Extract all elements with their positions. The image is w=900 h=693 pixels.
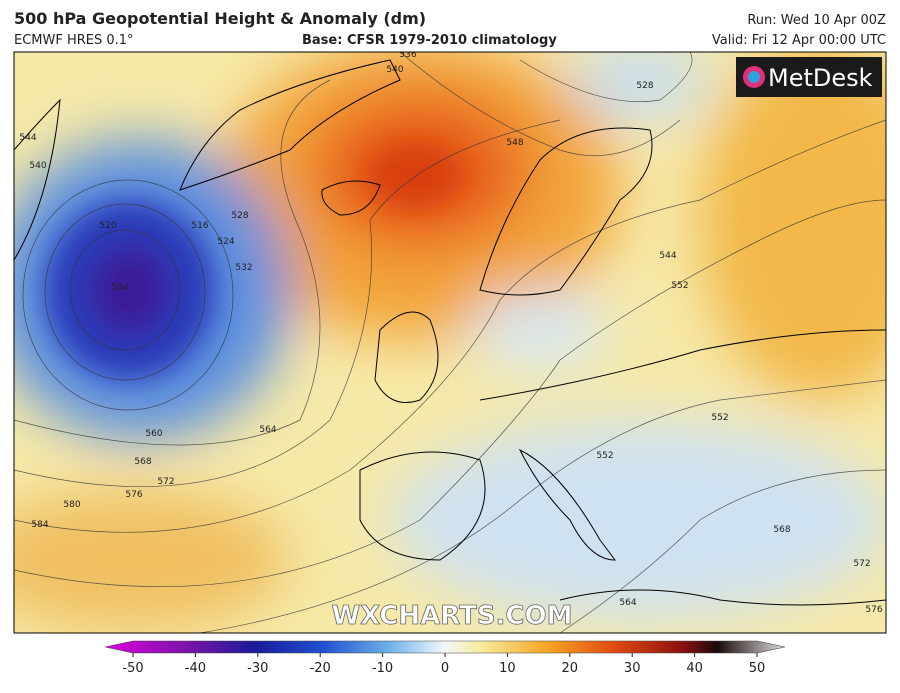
contour-label: 560 [145, 429, 162, 439]
valid: Valid: Fri 12 Apr 00:00 UTC [712, 33, 886, 48]
colorbar-bar [104, 640, 786, 654]
title: 500 hPa Geopotential Height & Anomaly (d… [14, 9, 426, 28]
logo: MetDesk [768, 64, 873, 92]
colorbar-tick-label: -50 [122, 661, 143, 676]
colorbar-tick-label: -10 [372, 661, 393, 676]
contours [14, 52, 886, 633]
colorbar-tick-label: -40 [185, 661, 206, 676]
contour-label: 504 [111, 283, 128, 293]
contour-label: 540 [29, 161, 46, 171]
watermark: WXCHARTS.COM [331, 601, 572, 631]
contour-label: 584 [31, 520, 48, 530]
colorbar: -50 -40 -30 -20 -10 0 10 20 30 40 50 [104, 640, 786, 676]
colorbar-tick-label: 10 [499, 661, 516, 676]
colorbar-tick-label: 0 [441, 661, 449, 676]
contour-label: 564 [619, 598, 636, 608]
contour-label: 552 [711, 413, 728, 423]
run: Run: Wed 10 Apr 00Z [747, 13, 886, 28]
base: Base: CFSR 1979-2010 climatology [302, 33, 557, 48]
contour-label: 528 [636, 81, 653, 91]
colorbar-tick-label: 50 [749, 661, 766, 676]
contour-label: 568 [134, 457, 151, 467]
contour-label: 552 [671, 281, 688, 291]
contour-label: 520 [99, 221, 116, 231]
contour-label: 552 [596, 451, 613, 461]
header: 500 hPa Geopotential Height & Anomaly (d… [14, 9, 886, 48]
colorbar-tick-label: -20 [310, 661, 331, 676]
colorbar-tick-label: 20 [562, 661, 579, 676]
contour-label: 516 [191, 221, 208, 231]
contour-label: 572 [853, 559, 870, 569]
contour-label: 576 [865, 605, 882, 615]
contour-label: 528 [231, 211, 248, 221]
contour-labels: 544 540 520 516 524 528 532 504 560 564 568 572 576 5… [19, 50, 882, 615]
contour-label: 568 [773, 525, 790, 535]
contour-label: 536 [399, 50, 416, 60]
contour-label: 548 [506, 138, 523, 148]
contour-label: 564 [259, 425, 276, 435]
contour-label: 572 [157, 477, 174, 487]
colorbar-tick-label: -30 [247, 661, 268, 676]
contour-label: 540 [386, 65, 403, 75]
contour-label: 532 [235, 263, 252, 273]
colorbar-tick-label: 30 [624, 661, 641, 676]
contour-label: 524 [217, 237, 234, 247]
contour-label: 580 [63, 500, 80, 510]
contour-label: 544 [659, 251, 676, 261]
colorbar-tick-label: 40 [686, 661, 703, 676]
model: ECMWF HRES 0.1° [14, 33, 134, 48]
map: 544 540 520 516 524 528 532 504 560 564 568 572 576 5… [14, 50, 886, 633]
coastlines [14, 59, 886, 606]
contour-label: 576 [125, 490, 142, 500]
contour-label: 544 [19, 133, 36, 143]
